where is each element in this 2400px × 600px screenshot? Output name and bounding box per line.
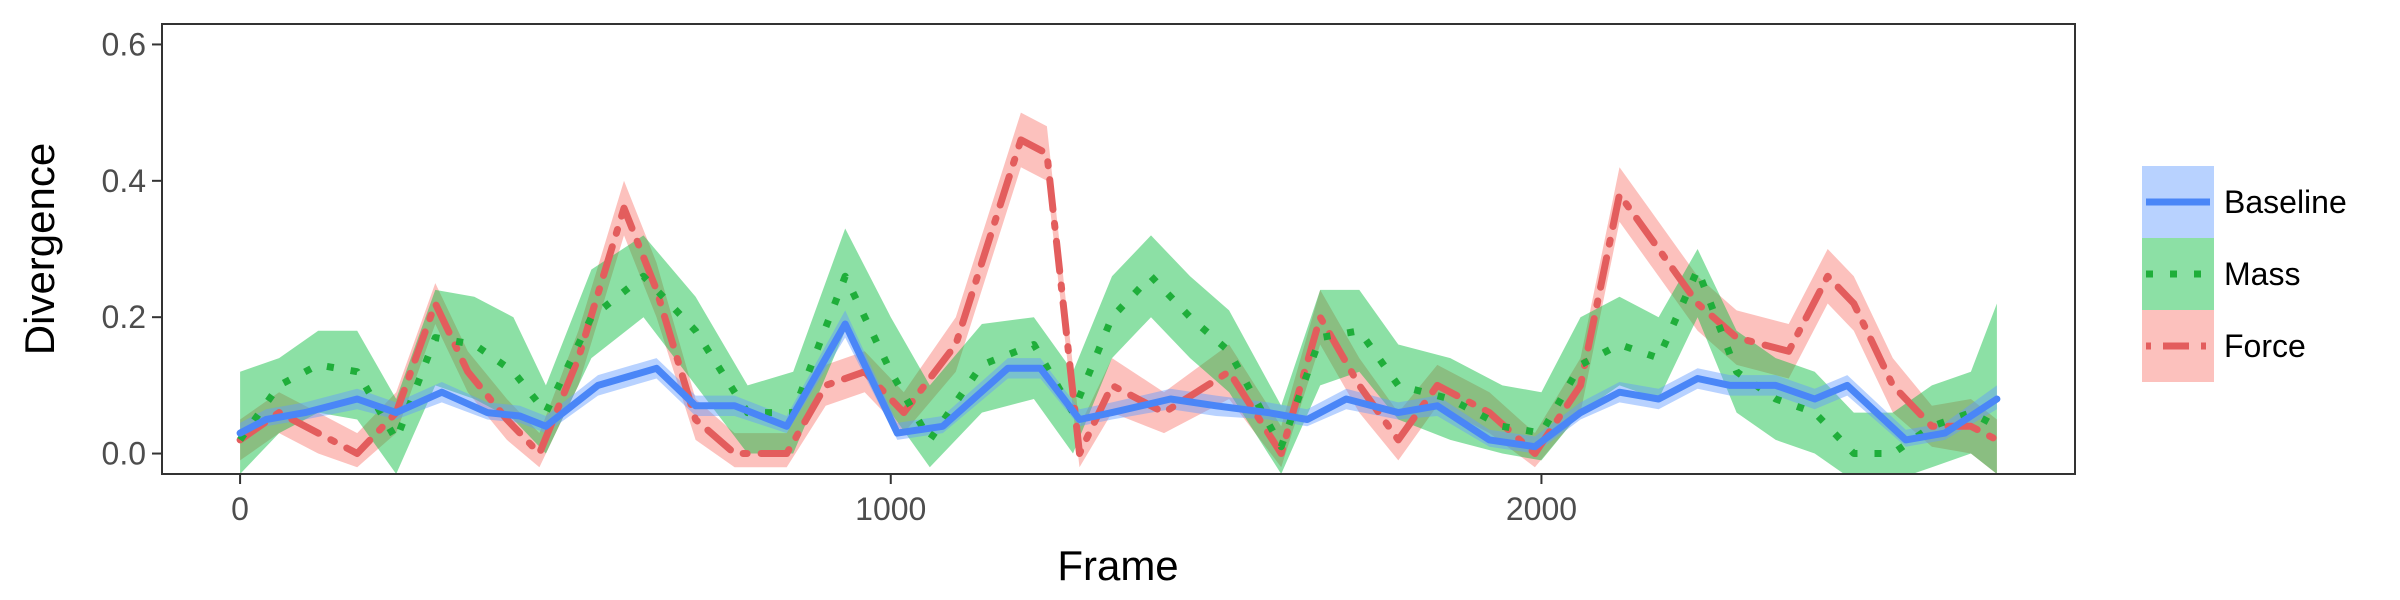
y-axis-title: Divergence bbox=[16, 143, 63, 355]
x-axis-title: Frame bbox=[1057, 542, 1178, 589]
legend-item-force: Force bbox=[2142, 310, 2306, 382]
x-tick-label: 1000 bbox=[855, 491, 926, 527]
y-tick-label: 0.4 bbox=[102, 163, 146, 199]
y-tick-label: 0.6 bbox=[102, 26, 146, 62]
x-tick-label: 0 bbox=[231, 491, 249, 527]
legend: Baseline Mass Force bbox=[2142, 166, 2347, 382]
confidence-bands bbox=[240, 112, 1997, 474]
legend-item-mass: Mass bbox=[2142, 238, 2300, 310]
y-tick-label: 0.0 bbox=[102, 436, 146, 472]
legend-label-force: Force bbox=[2224, 328, 2306, 364]
line-mass bbox=[237, 266, 1999, 457]
x-axis: 0 1000 2000 bbox=[231, 474, 1577, 527]
legend-key-mass bbox=[2142, 238, 2214, 310]
y-tick-label: 0.2 bbox=[102, 299, 146, 335]
band-baseline bbox=[240, 310, 1997, 454]
series-lines bbox=[236, 136, 2001, 457]
band-force bbox=[240, 112, 1997, 474]
plot-panel-border bbox=[161, 23, 2076, 475]
y-axis: 0.0 0.2 0.4 0.6 bbox=[102, 26, 162, 472]
line-baseline bbox=[236, 320, 2001, 451]
x-tick-label: 2000 bbox=[1506, 491, 1577, 527]
legend-label-baseline: Baseline bbox=[2224, 184, 2347, 220]
legend-label-mass: Mass bbox=[2224, 256, 2300, 292]
legend-item-baseline: Baseline bbox=[2142, 166, 2347, 238]
band-mass bbox=[240, 228, 1997, 474]
